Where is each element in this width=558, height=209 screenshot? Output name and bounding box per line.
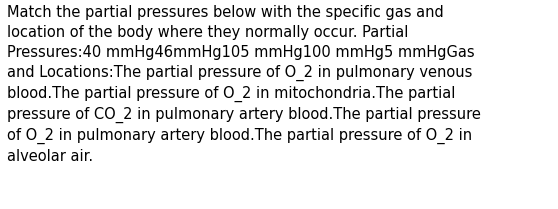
Text: Match the partial pressures below with the specific gas and
location of the body: Match the partial pressures below with t… bbox=[7, 5, 480, 164]
